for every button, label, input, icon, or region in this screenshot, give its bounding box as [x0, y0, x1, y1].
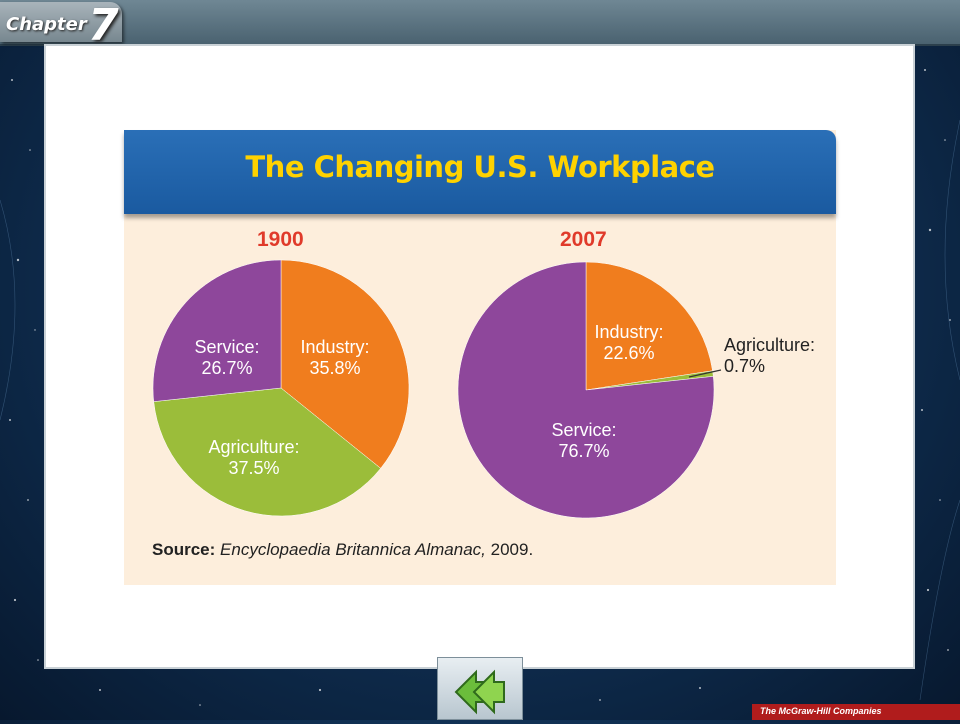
source-note: Source: Encyclopaedia Britannica Almanac… — [152, 540, 533, 560]
label-2007-agriculture-value: 0.7% — [724, 356, 766, 376]
publisher-name: The McGraw-Hill Companies — [760, 706, 882, 716]
pie-2007-slice-service — [457, 261, 715, 519]
pie-title-2007: 2007 — [560, 228, 607, 251]
label-2007-industry: Industry: 22.6% — [584, 322, 674, 364]
label-1900-service: Service: 26.7% — [182, 337, 272, 379]
chapter-label: Chapter — [6, 14, 87, 35]
label-2007-service-value: 76.7% — [558, 441, 610, 461]
source-year: 2009. — [490, 540, 534, 559]
label-1900-industry: Industry: 35.8% — [290, 337, 380, 379]
top-bar: Chapter 7 — [0, 0, 960, 51]
chart-figure: The Changing U.S. Workplace 1900 2007 In… — [124, 130, 836, 585]
double-left-arrow-icon — [454, 669, 505, 715]
label-2007-service: Service: 76.7% — [534, 420, 634, 462]
label-1900-agriculture: Agriculture: 37.5% — [194, 437, 314, 479]
label-1900-industry-name: Industry: — [300, 337, 370, 357]
label-1900-service-name: Service: — [194, 337, 260, 357]
label-2007-agriculture: Agriculture: 0.7% — [724, 335, 815, 377]
source-title: Encyclopaedia Britannica Almanac, — [220, 540, 486, 559]
label-1900-industry-value: 35.8% — [309, 358, 361, 378]
label-2007-service-name: Service: — [551, 420, 617, 440]
label-2007-industry-value: 22.6% — [603, 343, 655, 363]
chart-header: The Changing U.S. Workplace — [124, 130, 836, 214]
label-1900-service-value: 26.7% — [201, 358, 253, 378]
pie-1900 — [152, 259, 410, 517]
agriculture-leader-line — [688, 369, 722, 378]
label-1900-agriculture-name: Agriculture: — [208, 437, 300, 457]
publisher-logo: The McGraw-Hill Companies — [752, 704, 960, 720]
back-button[interactable] — [437, 657, 523, 720]
source-label: Source: — [152, 540, 216, 559]
pie-1900-slice-industry — [280, 259, 410, 469]
chart-title: The Changing U.S. Workplace — [245, 150, 715, 184]
label-2007-agriculture-name: Agriculture: — [724, 335, 816, 355]
chapter-number: 7 — [88, 0, 119, 51]
pie-title-1900: 1900 — [257, 228, 304, 251]
pie-2007 — [457, 261, 715, 519]
label-1900-agriculture-value: 37.5% — [228, 458, 280, 478]
pie-charts — [152, 259, 722, 519]
pie-2007-slice-industry — [585, 261, 713, 391]
chapter-tab: Chapter 7 — [0, 0, 122, 51]
label-2007-industry-name: Industry: — [594, 322, 664, 342]
pie-1900-slice-agriculture — [153, 387, 381, 517]
pie-1900-slice-service — [152, 259, 282, 402]
